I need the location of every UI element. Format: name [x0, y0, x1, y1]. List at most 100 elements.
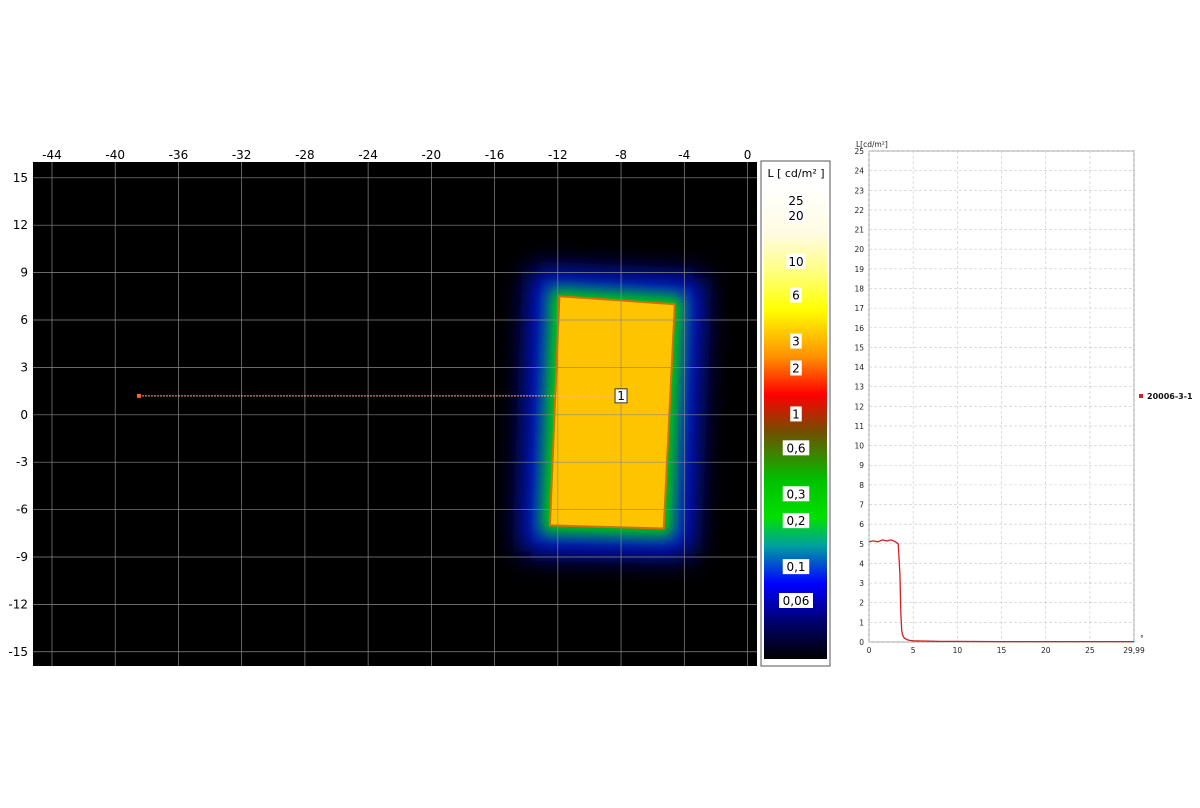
profile-y-tick: 0 [859, 638, 864, 647]
heatmap-y-tick: 15 [13, 171, 28, 185]
profile-x-tick: 25 [1085, 646, 1095, 655]
profile-y-tick: 3 [859, 579, 864, 588]
profile-y-tick: 5 [859, 540, 864, 549]
profile-y-tick: 24 [854, 167, 864, 176]
heatmap-x-tick: -44 [42, 148, 62, 162]
profile-y-tick: 22 [854, 206, 864, 215]
profile-y-tick: 9 [859, 461, 864, 470]
colorbar-label-bg [782, 486, 810, 502]
heatmap-x-tick: -12 [548, 148, 568, 162]
profile-x-ticks: 0 5 10 15 20 25 29,99 [867, 646, 1145, 655]
profile-y-tick: 6 [859, 520, 864, 529]
colorbar-label-bg [790, 360, 802, 376]
profile-legend: 20006-3-1 [1139, 392, 1193, 401]
profile-x-tick: 5 [911, 646, 916, 655]
profile-y-tick: 14 [854, 363, 864, 372]
profile-y-label: L[cd/m²] [856, 140, 888, 149]
heatmap-x-tick: -20 [422, 148, 442, 162]
profile-y-tick: 2 [859, 599, 864, 608]
profile-y-tick: 11 [854, 422, 864, 431]
luminance-glow [521, 270, 703, 555]
colorbar-label-bg [790, 406, 802, 422]
colorbar-label: 20 [788, 209, 803, 223]
profile-y-tick: 12 [854, 402, 864, 411]
heatmap-x-tick: -28 [295, 148, 315, 162]
heatmap-y-ticks: 15 12 9 6 3 0 -3 -6 -9 -12 -15 [8, 171, 28, 659]
profile-y-tick: 7 [859, 501, 864, 510]
heatmap-x-tick: -36 [169, 148, 189, 162]
profile-y-tick: 23 [854, 186, 864, 195]
colorbar-label-bg [786, 207, 806, 223]
heatmap-y-tick: 6 [20, 313, 28, 327]
profile-label: 1 [617, 389, 625, 403]
profile-line-group: 1 [136, 388, 628, 404]
profile-series-line [868, 539, 1134, 643]
profile-y-tick: 16 [854, 324, 864, 333]
colorbar-label: 0,6 [786, 441, 805, 455]
heatmap-x-tick: -4 [678, 148, 690, 162]
profile-x-tick: 29,99 [1123, 646, 1145, 655]
heatmap-y-tick: -6 [16, 503, 28, 517]
heatmap-plot: -44 -40 -36 -32 -28 -24 -20 -16 -12 -8 -4 0 1512963… [8, 148, 757, 666]
heatmap-y-tick: 12 [13, 218, 28, 232]
colorbar-label: 25 [788, 194, 803, 208]
heatmap-x-tick: 0 [744, 148, 752, 162]
colorbar-label: 6 [792, 289, 800, 303]
profile-x-tick: 15 [997, 646, 1007, 655]
profile-y-tick: 20 [854, 245, 864, 254]
colorbar-label: 3 [792, 335, 800, 349]
heatmap-x-tick: -24 [358, 148, 378, 162]
legend-marker [1139, 394, 1143, 398]
profile-x-end-label: ° [1140, 634, 1144, 643]
profile-y-tick: 1 [859, 618, 864, 627]
heatmap-x-ticks: -44 -40 -36 -32 -28 -24 -20 -16 -12 -8 -4 0 [42, 148, 751, 162]
heatmap-y-tick: -9 [16, 550, 28, 564]
profile-label-box [614, 388, 628, 404]
colorbar-label: 2 [792, 361, 800, 375]
profile-y-tick: 17 [854, 304, 864, 313]
colorbar-label-bg [786, 193, 806, 208]
luminous-region [548, 295, 676, 530]
colorbar-label: 10 [788, 255, 803, 269]
heatmap-y-tick: 3 [20, 360, 28, 374]
colorbar-label-bg [786, 253, 806, 269]
legend-label: 20006-3-1 [1147, 392, 1193, 401]
profile-y-tick: 15 [854, 343, 864, 352]
profile-plot: L[cd/m²] 0123456789101112131415161718192… [854, 140, 1193, 655]
profile-y-ticks: 0123456789101112131415161718192021222324… [854, 147, 864, 647]
heatmap-x-tick: -40 [105, 148, 125, 162]
profile-x-tick: 10 [953, 646, 963, 655]
profile-x-tick: 20 [1041, 646, 1051, 655]
heatmap-x-tick: -8 [615, 148, 627, 162]
colorbar-label-bg [782, 559, 810, 575]
heatmap-x-tick: -16 [485, 148, 505, 162]
heatmap-y-tick: -15 [8, 645, 28, 659]
colorbar-title: L [ cd/m² ] [767, 167, 824, 180]
profile-y-tick: 13 [854, 383, 864, 392]
colorbar-label: 0,06 [783, 594, 810, 608]
colorbar-label-bg [790, 287, 802, 303]
profile-y-tick: 19 [854, 265, 864, 274]
profile-start-marker [136, 393, 141, 398]
heatmap-x-tick: -32 [232, 148, 252, 162]
profile-y-tick: 18 [854, 284, 864, 293]
colorbar-label-bg [779, 593, 813, 608]
colorbar-label-bg [790, 333, 802, 349]
colorbar-label: 0,1 [786, 560, 805, 574]
profile-x-tick: 0 [867, 646, 872, 655]
heatmap-y-tick: -12 [8, 597, 28, 611]
profile-y-tick: 4 [859, 559, 864, 568]
heatmap-y-tick: 0 [20, 408, 28, 422]
heatmap-y-tick: 9 [20, 266, 28, 280]
heatmap-y-tick: -3 [16, 455, 28, 469]
heatmap-grid [33, 162, 757, 666]
colorbar-label-bg [782, 513, 810, 529]
colorbar-label-bg [782, 440, 810, 456]
colorbar-label: 0,2 [786, 514, 805, 528]
profile-y-tick: 8 [859, 481, 864, 490]
profile-y-tick: 25 [854, 147, 864, 156]
profile-y-tick: 10 [854, 442, 864, 451]
